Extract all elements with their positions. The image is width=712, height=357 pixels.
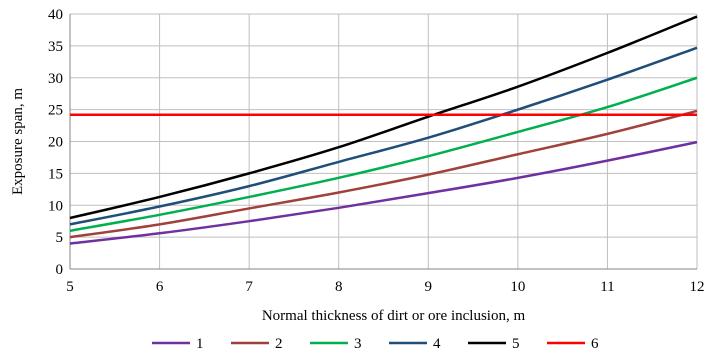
series-line-5 [69, 15, 698, 220]
x-tick-label: 9 [425, 279, 433, 295]
legend-label-3: 3 [354, 336, 362, 352]
x-tick-label: 12 [690, 279, 705, 295]
y-axis-ticks: 0 5 10 15 20 25 30 35 40 [48, 7, 63, 278]
x-tick-label: 8 [335, 279, 343, 295]
series-line-2 [69, 109, 698, 239]
y-tick-label: 25 [48, 103, 63, 119]
x-axis-title: Normal thickness of dirt or ore inclusio… [262, 308, 526, 324]
legend-label-1: 1 [196, 336, 204, 352]
series-line-4 [69, 46, 698, 226]
x-axis-ticks: 5 6 7 8 9 10 11 12 [66, 279, 704, 295]
legend: 1 2 3 4 5 6 [152, 336, 599, 352]
y-tick-label: 20 [48, 135, 63, 151]
y-tick-label: 10 [48, 198, 63, 214]
series-layer [69, 15, 698, 245]
x-tick-label: 5 [66, 279, 74, 295]
legend-label-5: 5 [512, 336, 520, 352]
y-tick-label: 0 [56, 262, 64, 278]
y-tick-label: 35 [48, 39, 63, 55]
series-line-3 [69, 76, 698, 232]
y-axis-title: Exposure span, m [10, 88, 26, 195]
x-tick-label: 6 [156, 279, 164, 295]
x-tick-label: 11 [600, 279, 614, 295]
legend-label-4: 4 [433, 336, 441, 352]
y-tick-label: 30 [48, 71, 63, 87]
grid-lines [69, 13, 698, 270]
series-line-1 [69, 140, 698, 245]
legend-label-6: 6 [591, 336, 599, 352]
legend-label-2: 2 [275, 336, 283, 352]
y-tick-label: 5 [56, 230, 64, 246]
y-tick-label: 15 [48, 166, 63, 182]
plot-area [69, 14, 697, 270]
x-tick-label: 7 [245, 279, 253, 295]
x-tick-label: 10 [510, 279, 525, 295]
y-tick-label: 40 [48, 7, 63, 23]
